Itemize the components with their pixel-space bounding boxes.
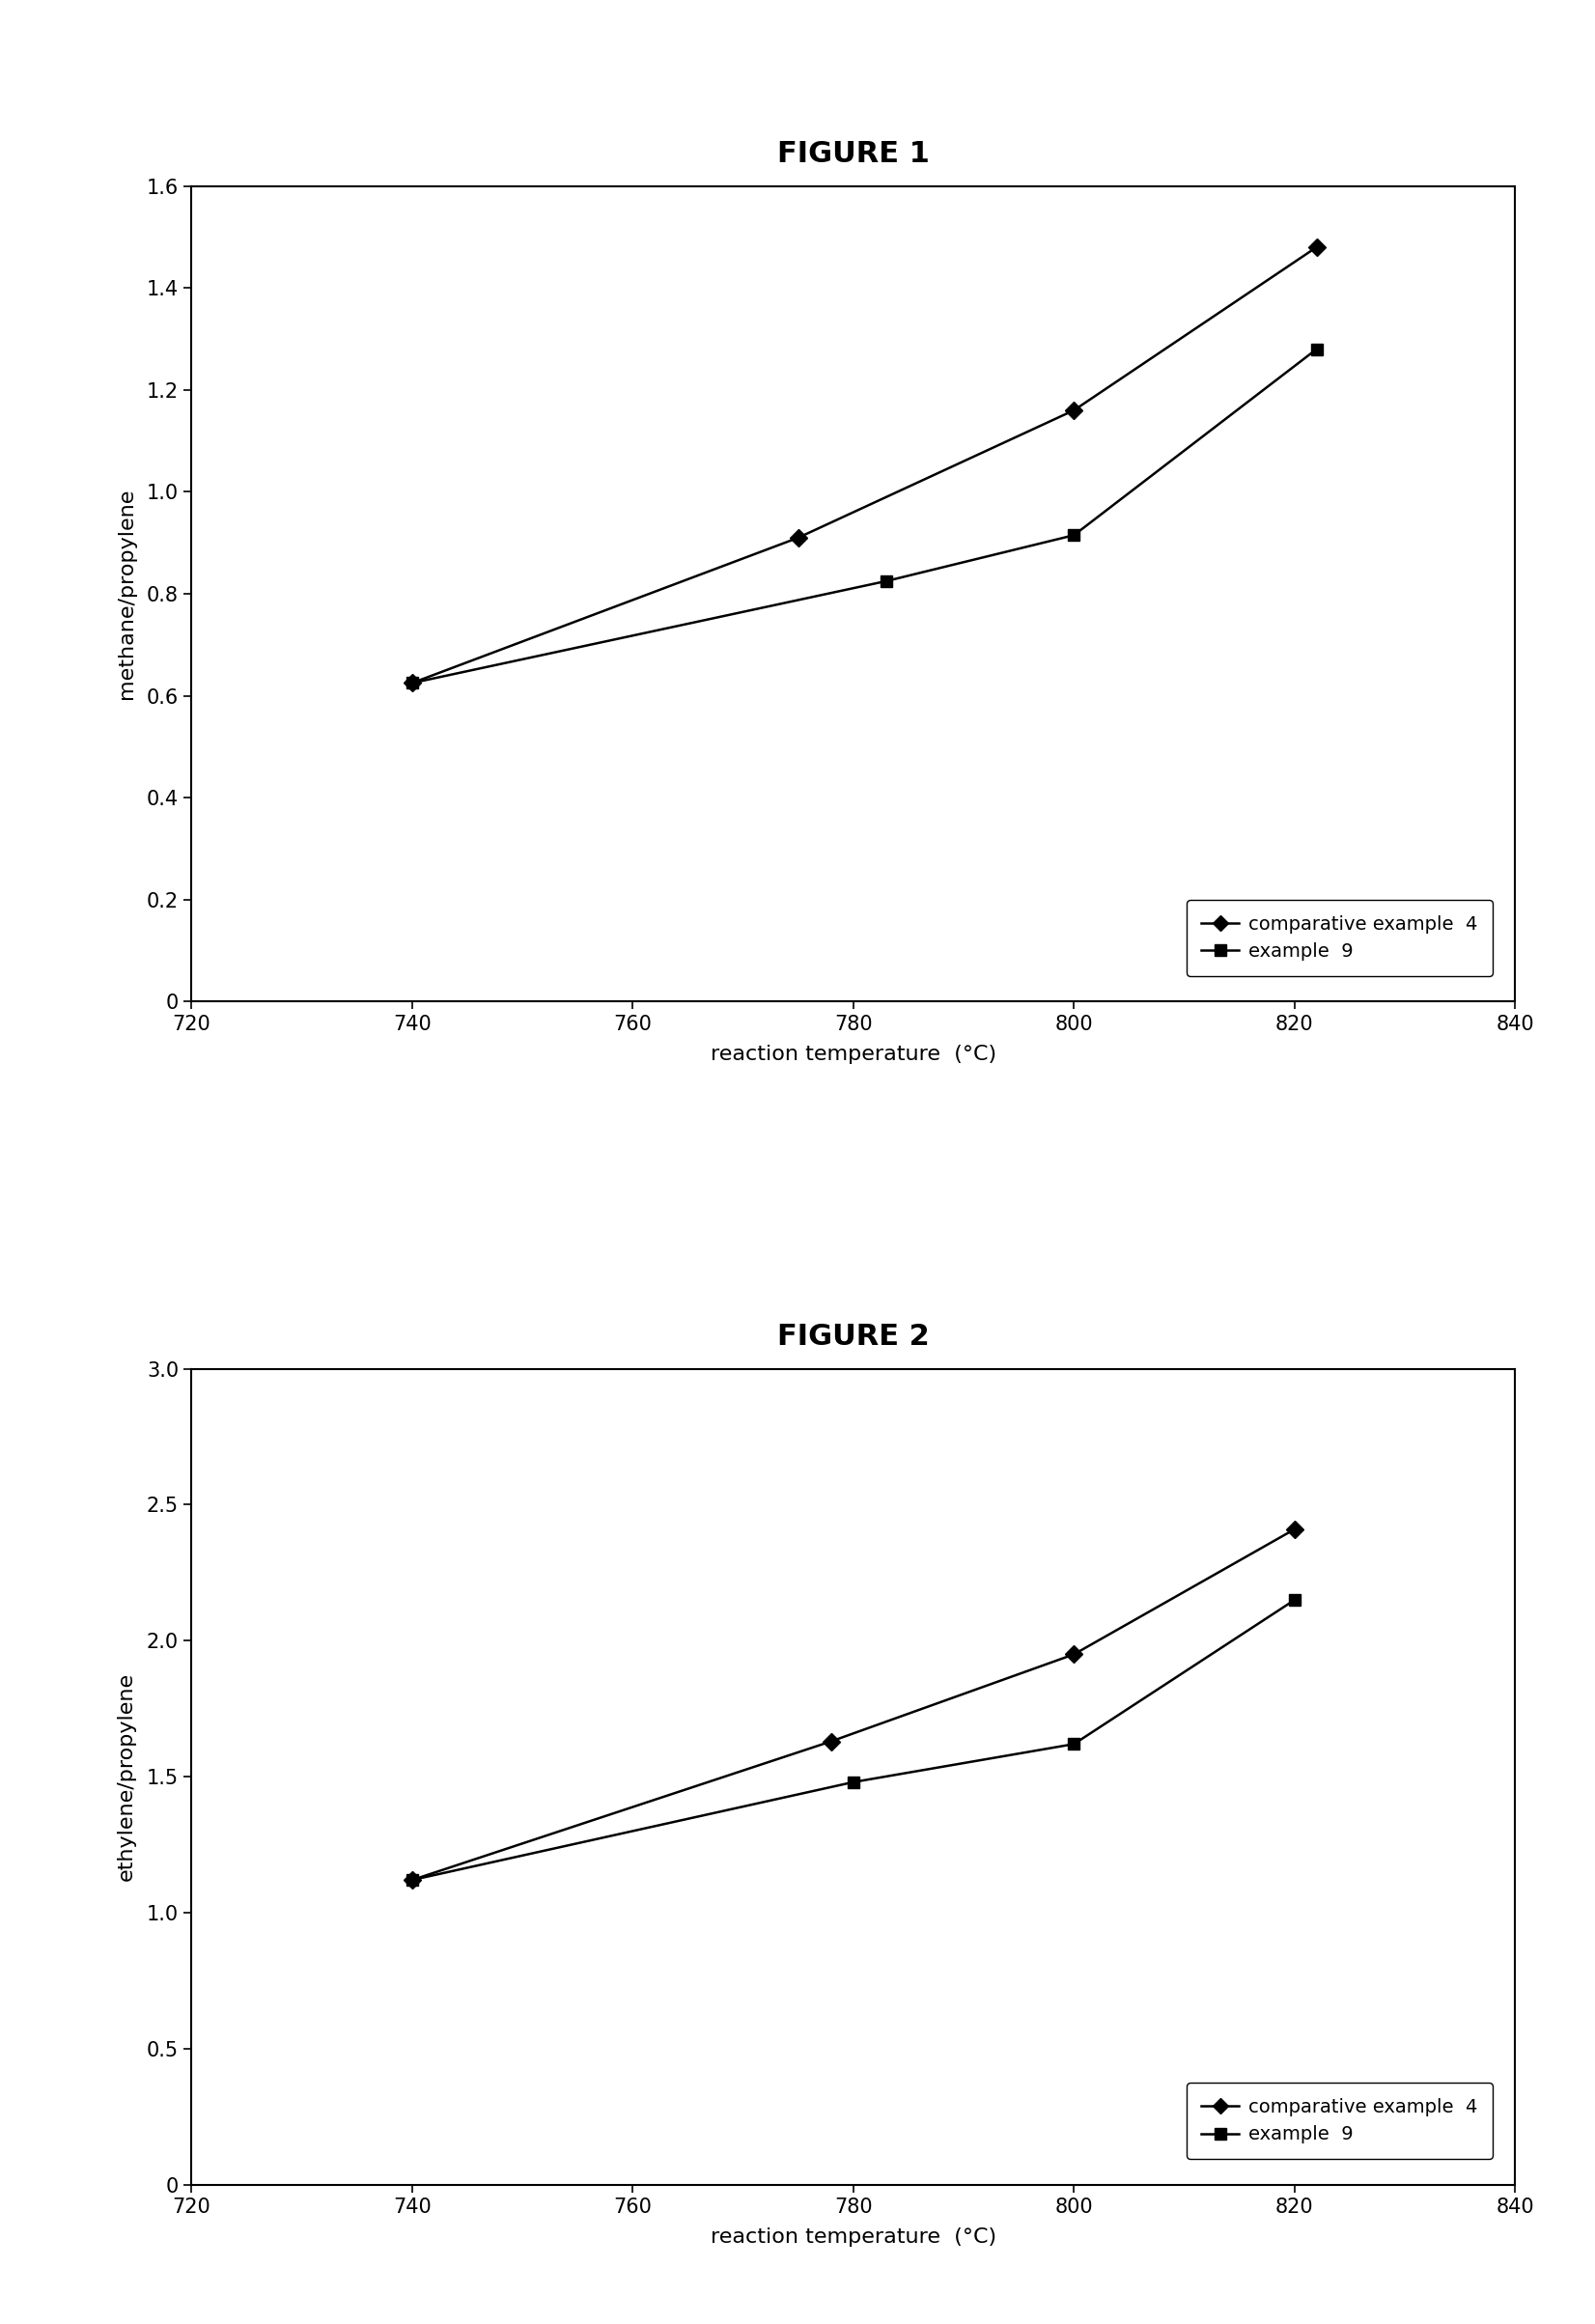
comparative example  4: [788, 523, 807, 551]
comparative example  4: [1286, 1515, 1305, 1543]
example  9: [1064, 1729, 1083, 1757]
Legend: comparative example  4, example  9: comparative example 4, example 9: [1187, 2082, 1493, 2159]
X-axis label: reaction temperature  (°C): reaction temperature (°C): [710, 2226, 997, 2247]
example  9: [1286, 1585, 1305, 1613]
Y-axis label: ethylene/propylene: ethylene/propylene: [116, 1673, 136, 1880]
example  9: [402, 669, 421, 697]
Title: FIGURE 2: FIGURE 2: [777, 1322, 930, 1350]
Title: FIGURE 1: FIGURE 1: [777, 139, 930, 167]
example  9: [877, 567, 896, 595]
Line: example  9: example 9: [407, 344, 1322, 688]
comparative example  4: [821, 1727, 841, 1755]
comparative example  4: [1308, 232, 1327, 260]
example  9: [844, 1769, 863, 1796]
Line: example  9: example 9: [407, 1594, 1300, 1887]
comparative example  4: [1064, 1641, 1083, 1669]
example  9: [1308, 335, 1327, 363]
example  9: [402, 1866, 421, 1894]
comparative example  4: [402, 1866, 421, 1894]
Y-axis label: methane/propylene: methane/propylene: [116, 488, 136, 700]
Line: comparative example  4: comparative example 4: [407, 1522, 1300, 1887]
comparative example  4: [402, 669, 421, 697]
X-axis label: reaction temperature  (°C): reaction temperature (°C): [710, 1043, 997, 1064]
comparative example  4: [1064, 397, 1083, 425]
Line: comparative example  4: comparative example 4: [407, 242, 1322, 688]
Legend: comparative example  4, example  9: comparative example 4, example 9: [1187, 899, 1493, 976]
example  9: [1064, 521, 1083, 548]
